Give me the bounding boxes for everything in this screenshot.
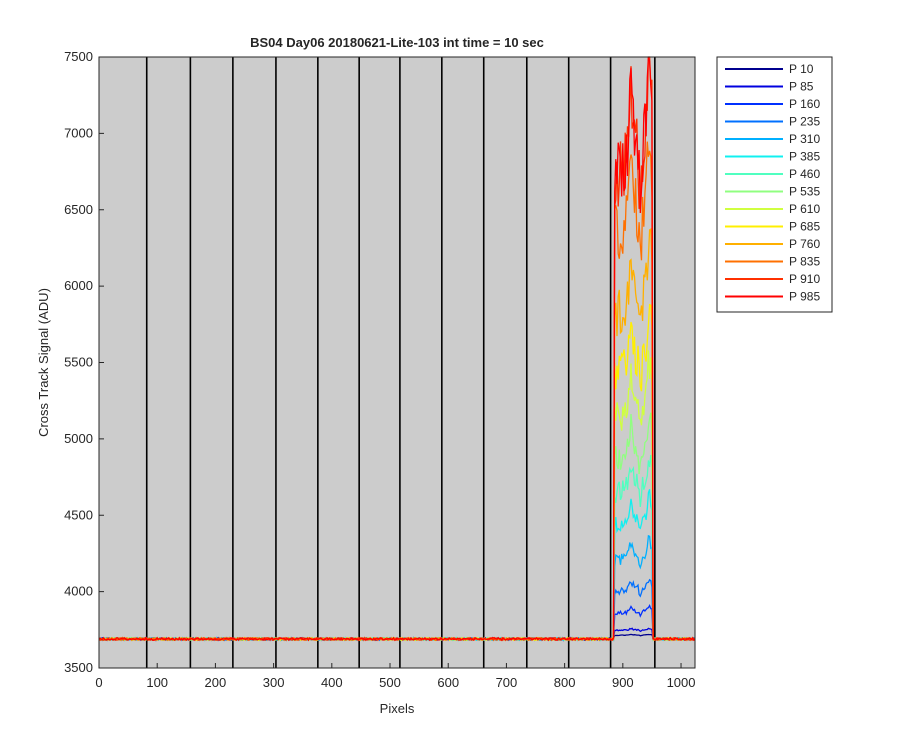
- legend-entry: P 235: [789, 115, 820, 129]
- x-tick-label: 700: [496, 675, 518, 690]
- plot-background: [99, 57, 695, 668]
- legend: P 10 P 85 P 160 P 235 P 310 P 385 P 460 P 535 P …: [716, 56, 833, 313]
- x-tick-label: 0: [95, 675, 102, 690]
- legend-entry: P 385: [789, 150, 820, 164]
- x-axis-label: Pixels: [380, 701, 415, 716]
- chart-title: BS04 Day06 20180621-Lite-103 int time = …: [250, 35, 544, 50]
- legend-entry: P 760: [789, 237, 820, 251]
- x-tick-label: 1000: [667, 675, 696, 690]
- y-tick-label: 4000: [64, 584, 93, 599]
- x-tick-label: 200: [205, 675, 227, 690]
- x-axis: 0 100 200 300 400 500 600 700 800 900 1000: [95, 663, 695, 690]
- y-tick-label: 6500: [64, 202, 93, 217]
- x-tick-label: 100: [146, 675, 168, 690]
- legend-entry: P 460: [789, 167, 820, 181]
- legend-entry: P 610: [789, 202, 820, 216]
- y-tick-label: 5500: [64, 355, 93, 370]
- x-tick-label: 600: [437, 675, 459, 690]
- legend-entry: P 985: [789, 290, 820, 304]
- legend-entry: P 10: [789, 62, 814, 76]
- y-axis-label: Cross Track Signal (ADU): [36, 288, 51, 437]
- legend-entry: P 160: [789, 97, 820, 111]
- y-tick-label: 3500: [64, 660, 93, 675]
- vertical-lines: [145, 57, 656, 668]
- legend-entry: P 535: [789, 185, 820, 199]
- series-lines: [98, 56, 696, 642]
- y-tick-label: 4500: [64, 507, 93, 522]
- x-tick-label: 900: [612, 675, 634, 690]
- legend-entry: P 685: [789, 220, 820, 234]
- x-tick-label: 800: [554, 675, 576, 690]
- y-tick-label: 5000: [64, 431, 93, 446]
- legend-box: [716, 56, 833, 313]
- x-tick-label: 300: [263, 675, 285, 690]
- legend-entry: P 310: [789, 132, 820, 146]
- x-tick-label: 500: [379, 675, 401, 690]
- legend-entry: P 910: [789, 272, 820, 286]
- legend-entry: P 835: [789, 255, 820, 269]
- series-line-p-985: [98, 56, 696, 642]
- x-tick-label: 400: [321, 675, 343, 690]
- y-tick-label: 6000: [64, 278, 93, 293]
- y-tick-label: 7500: [64, 49, 93, 64]
- y-tick-label: 7000: [64, 125, 93, 140]
- y-axis: 3500 4000 4500 5000 5500 6000 6500 7000 7500: [64, 49, 104, 675]
- legend-entry: P 85: [789, 80, 814, 94]
